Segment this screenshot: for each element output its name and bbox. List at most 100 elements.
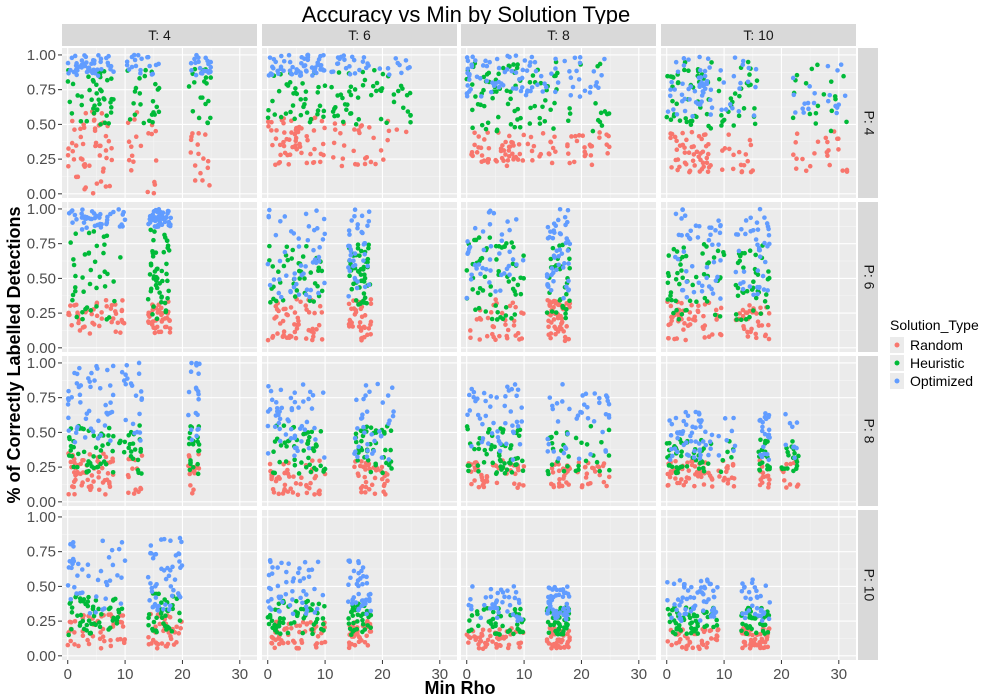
data-point-heuristic <box>318 429 324 434</box>
data-point-random <box>382 481 387 487</box>
data-point-optimized <box>685 588 691 593</box>
data-point-optimized <box>179 539 184 545</box>
legend-swatch <box>894 378 900 384</box>
data-point-random <box>281 306 286 312</box>
data-point-optimized <box>592 391 598 396</box>
data-point-optimized <box>121 209 126 215</box>
data-point-heuristic <box>83 306 88 312</box>
data-point-optimized <box>766 616 772 622</box>
data-point-optimized <box>92 223 98 229</box>
data-point-random <box>685 323 691 329</box>
data-point-optimized <box>288 395 294 401</box>
data-point-optimized <box>469 443 474 449</box>
facet-strip-col <box>461 24 656 46</box>
data-point-optimized <box>672 602 677 607</box>
data-point-optimized <box>756 247 762 253</box>
data-point-optimized <box>299 439 304 444</box>
data-point-random <box>205 165 211 171</box>
data-point-random <box>72 303 77 308</box>
x-tick-label: 30 <box>231 666 248 683</box>
data-point-optimized <box>696 411 702 416</box>
data-point-random <box>686 316 692 322</box>
data-point-optimized <box>706 237 712 243</box>
data-point-optimized <box>697 54 702 60</box>
data-point-optimized <box>88 69 94 74</box>
data-point-heuristic <box>542 119 548 124</box>
data-point-heuristic <box>350 613 356 618</box>
data-point-optimized <box>485 441 491 446</box>
data-point-random <box>155 310 161 315</box>
data-point-heuristic <box>564 291 569 297</box>
data-point-heuristic <box>758 437 763 443</box>
data-point-heuristic <box>678 464 684 470</box>
data-point-heuristic <box>506 279 512 284</box>
facet-panel <box>62 202 257 352</box>
data-point-optimized <box>665 598 670 603</box>
data-point-random <box>322 125 327 131</box>
data-point-optimized <box>366 282 372 288</box>
data-point-random <box>340 156 346 161</box>
data-point-heuristic <box>514 462 519 467</box>
data-point-optimized <box>562 445 568 450</box>
data-point-optimized <box>511 584 517 589</box>
data-point-heuristic <box>721 117 727 123</box>
data-point-heuristic <box>497 457 503 463</box>
data-point-random <box>68 459 74 465</box>
data-point-optimized <box>748 215 753 221</box>
data-point-random <box>487 628 492 633</box>
data-point-optimized <box>136 371 142 377</box>
data-point-optimized <box>116 546 122 552</box>
data-point-optimized <box>464 55 470 60</box>
data-point-heuristic <box>407 90 413 96</box>
data-point-heuristic <box>479 122 485 128</box>
data-point-random <box>597 472 603 478</box>
panel-background <box>661 510 856 660</box>
data-point-optimized <box>567 406 572 412</box>
data-point-heuristic <box>688 630 694 636</box>
data-point-optimized <box>468 277 474 282</box>
data-point-heuristic <box>208 75 214 80</box>
data-point-heuristic <box>101 250 106 256</box>
data-point-heuristic <box>310 631 315 637</box>
data-point-random <box>713 307 719 313</box>
data-point-optimized <box>551 449 557 454</box>
y-tick-label: 1.00 <box>27 201 56 218</box>
data-point-random <box>364 463 370 468</box>
data-point-optimized <box>687 97 692 102</box>
data-point-heuristic <box>296 471 302 476</box>
data-point-optimized <box>688 595 693 600</box>
data-point-random <box>689 129 695 135</box>
data-point-heuristic <box>683 253 689 259</box>
data-point-random <box>726 146 732 152</box>
data-point-random <box>300 619 306 625</box>
data-point-heuristic <box>488 284 494 289</box>
data-point-heuristic <box>741 290 746 296</box>
data-point-optimized <box>801 110 806 115</box>
data-point-random <box>130 466 135 471</box>
data-point-heuristic <box>517 427 523 433</box>
data-point-random <box>167 330 173 335</box>
data-point-random <box>107 484 113 490</box>
data-point-optimized <box>148 543 154 548</box>
data-point-random <box>189 490 195 496</box>
data-point-random <box>352 161 358 167</box>
data-point-heuristic <box>550 245 556 251</box>
data-point-heuristic <box>130 441 136 446</box>
data-point-heuristic <box>741 265 746 270</box>
data-point-heuristic <box>357 253 362 258</box>
data-point-optimized <box>356 444 361 450</box>
data-point-heuristic <box>702 624 707 630</box>
data-point-random <box>553 331 558 337</box>
data-point-optimized <box>588 84 593 90</box>
data-point-heuristic <box>298 97 304 102</box>
data-point-heuristic <box>464 424 470 429</box>
data-point-random <box>561 473 567 479</box>
data-point-heuristic <box>81 449 87 455</box>
data-point-optimized <box>677 603 682 608</box>
data-point-heuristic <box>112 298 117 304</box>
data-point-random <box>174 624 179 630</box>
data-point-optimized <box>668 433 674 438</box>
data-point-random <box>352 464 357 470</box>
data-point-optimized <box>346 582 351 588</box>
data-point-optimized <box>540 89 546 94</box>
